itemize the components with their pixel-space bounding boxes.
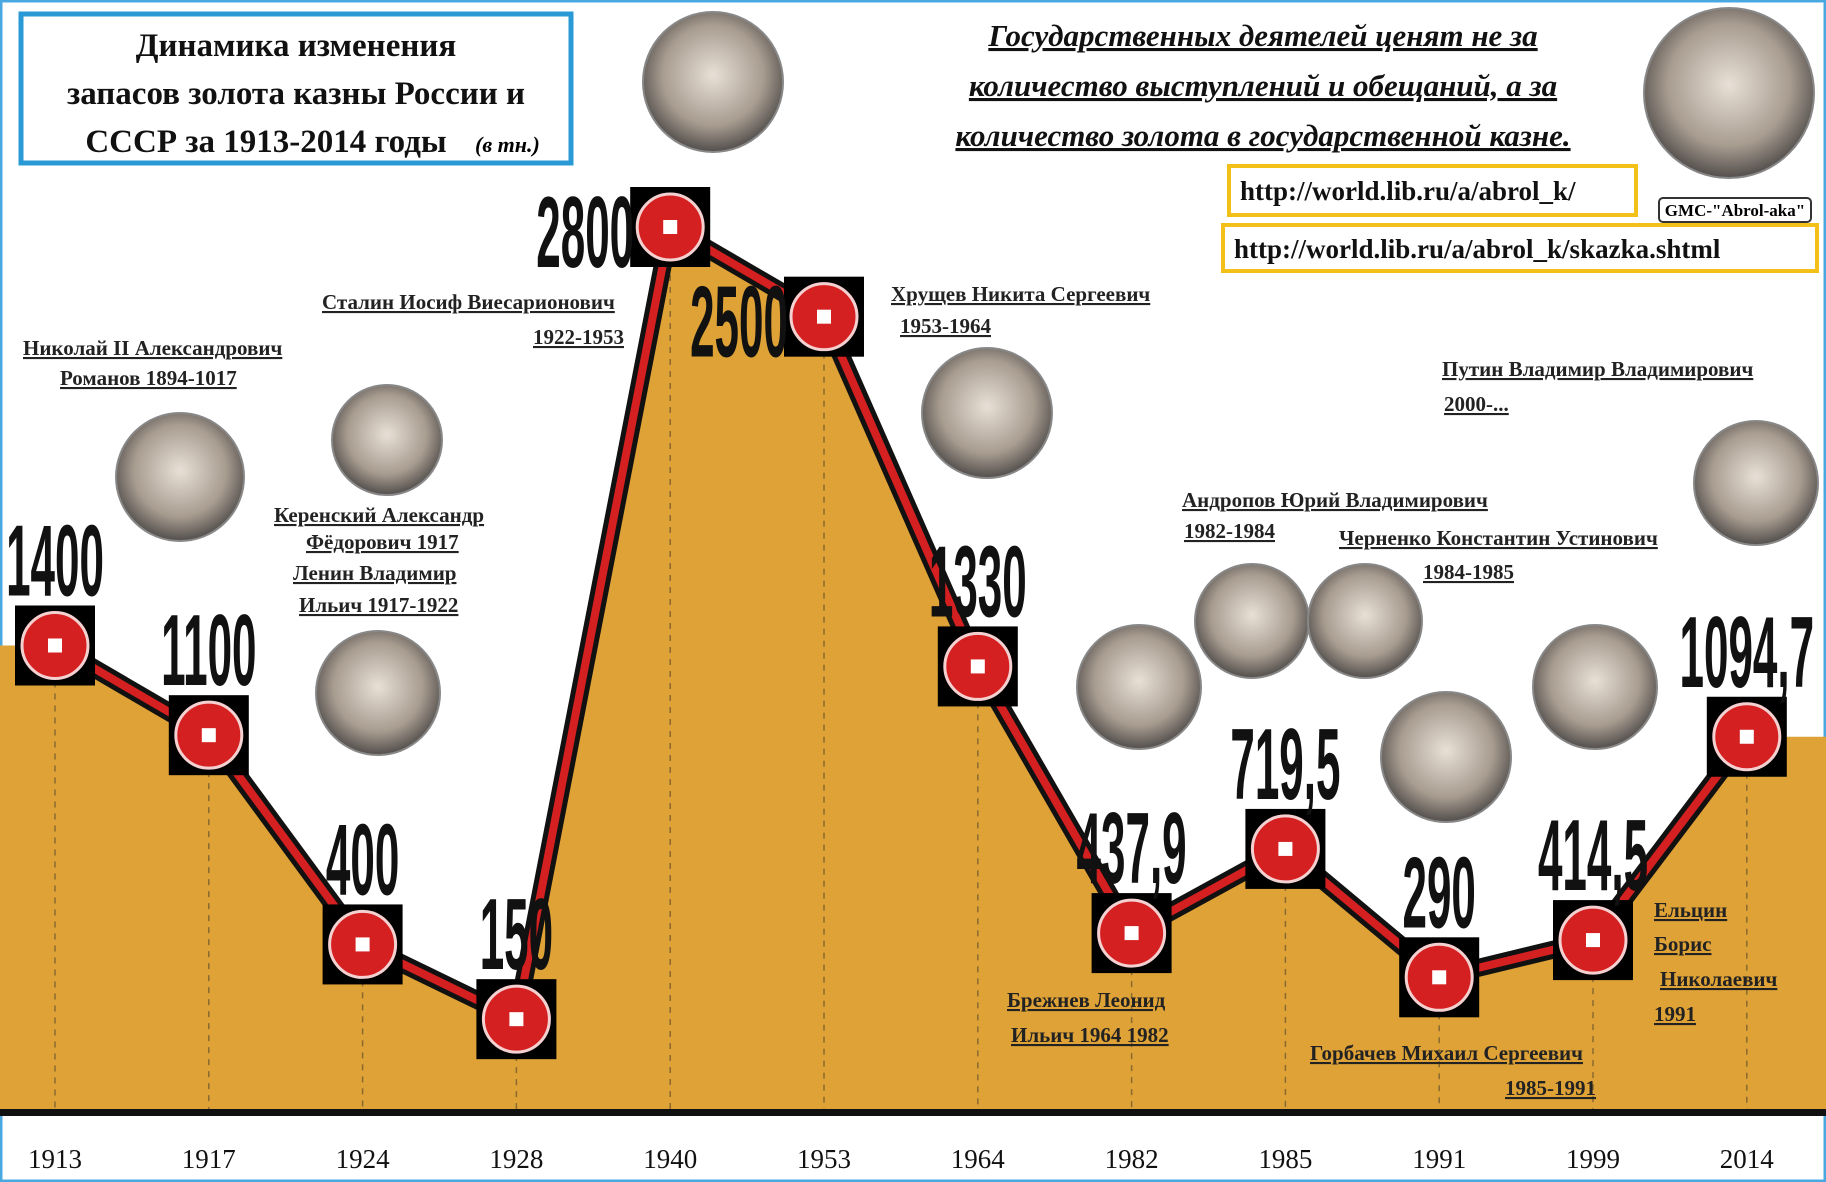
x-tick-label: 1964 [951,1144,1006,1174]
portrait [115,412,245,542]
marker-center [970,659,985,674]
baseline [0,1109,1826,1116]
portrait [1194,563,1310,679]
link-box [1227,164,1638,217]
link: http://world.lib.ru/a/abrol_k/skazka.sht… [1234,234,1721,264]
marker-center [355,937,370,952]
quote: количество золота в государственной казн… [955,118,1570,153]
x-tick-label: 2014 [1720,1144,1775,1174]
leader-label: 2000-... [1444,392,1509,416]
marker-center [509,1012,524,1027]
leader-label: 1985-1991 [1505,1076,1596,1100]
leader-label: Черненко Константин Устинович [1339,526,1658,550]
portrait [1532,624,1658,750]
value-label: 290 [1402,835,1475,949]
leader-label: Борис [1654,932,1711,956]
link-box [1221,223,1819,273]
leader-label: Ильич 1917-1922 [299,593,458,617]
portrait [1693,420,1819,546]
leader-label: 1991 [1654,1002,1696,1026]
leader-label: 1982-1984 [1184,519,1275,543]
value-label: 437,9 [1077,791,1187,905]
leader-label: Хрущев Никита Сергеевич [891,282,1150,306]
leader-label: Романов 1894-1017 [60,366,237,390]
portrait [315,630,441,756]
portrait [1380,691,1512,823]
x-tick-label: 1991 [1412,1144,1466,1174]
leader-label: Ленин Владимир [293,561,456,585]
caption-box [1658,197,1812,223]
x-tick-label: 1999 [1566,1144,1620,1174]
marker-center [817,309,831,324]
value-label: 1400 [6,503,104,617]
leader-label: Путин Владимир Владимирович [1442,357,1753,381]
portraits [115,7,1819,823]
portrait [1643,7,1815,179]
leader-label: Андропов Юрий Владимирович [1182,488,1488,512]
x-tick-label: 1913 [28,1144,82,1174]
leader-label: Николай II Александрович [23,336,282,360]
x-tick-label: 1953 [797,1144,851,1174]
author-caption: GMC-"Abrol-aka" [1665,201,1805,220]
leader-label: Горбачев Михаил Сергеевич [1310,1041,1583,1065]
value-label: 2800 [536,175,634,289]
marker-center [48,638,62,653]
x-tick-label: 1940 [643,1144,697,1174]
link: http://world.lib.ru/a/abrol_k/ [1240,176,1576,206]
value-label: 1100 [161,593,256,707]
marker-center [1432,970,1447,985]
leader-label: Фёдорович 1917 [306,530,459,554]
leader-label: Керенский Александр [274,503,484,527]
marker-center [1278,841,1293,856]
chart-title: СССР за 1913-2014 годы [85,124,446,160]
portrait [1307,563,1423,679]
leader-label: Николаевич [1660,967,1778,991]
value-label: 414,5 [1538,798,1648,912]
value-label: 400 [326,802,399,916]
x-tick-label: 1928 [489,1144,543,1174]
unit-note: (в тн.) [475,132,540,157]
chart-title: запасов золота казны России и [67,76,525,112]
value-label: 2500 [690,265,788,379]
leader-label: Ельцин [1654,898,1727,922]
x-tick-label: 1924 [336,1144,391,1174]
marker-center [201,728,216,743]
quote: количество выступлений и обещаний, а за [969,68,1557,103]
title-box [18,11,574,166]
leader-label: 1953-1964 [900,314,991,338]
leader-label: 1922-1953 [533,325,624,349]
quote: Государственных деятелей ценят не за [987,18,1537,53]
portrait [1076,624,1202,750]
portrait [921,347,1053,479]
portrait [331,384,443,496]
marker-center [1739,729,1754,744]
x-tick-label: 1917 [182,1144,236,1174]
area [0,227,1826,1112]
leader-label: Ильич 1964 1982 [1011,1023,1169,1047]
x-tick-label: 1982 [1105,1144,1159,1174]
marker-center [1586,933,1600,948]
leader-label: 1984-1985 [1423,560,1514,584]
value-label: 1330 [929,524,1027,638]
leader-label: Сталин Иосиф Виесарионович [322,290,615,314]
value-label: 150 [480,877,553,991]
value-label: 1094,7 [1680,595,1815,709]
value-label: 719,5 [1230,707,1340,821]
marker-center [663,220,678,234]
leader-label: Брежнев Леонид [1007,988,1166,1012]
x-tick-label: 1985 [1258,1144,1312,1174]
portrait [642,11,784,153]
marker-center [1124,926,1139,941]
chart-title: Динамика изменения [136,28,456,64]
